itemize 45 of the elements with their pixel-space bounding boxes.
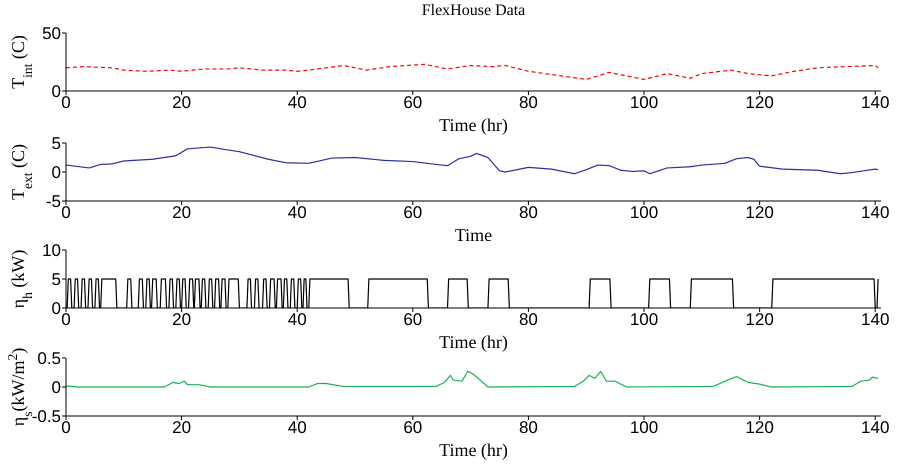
x-tick-label: 20 <box>172 418 192 438</box>
x-tick-label: 140 <box>861 203 890 222</box>
x-tick-label: 140 <box>861 310 890 330</box>
x-axis-title: Time <box>454 225 492 245</box>
x-tick-label: 80 <box>518 93 538 112</box>
y-tick-label: -5 <box>46 192 61 212</box>
x-tick-label: 60 <box>403 93 422 112</box>
y-tick-label: 10 <box>42 241 61 260</box>
x-tick-label: 80 <box>518 310 538 330</box>
y-tick-label: 0 <box>52 163 61 182</box>
x-tick-label: 80 <box>518 418 538 438</box>
x-tick-label: 60 <box>403 310 422 330</box>
x-tick-label: 40 <box>288 93 307 112</box>
x-tick-label: 40 <box>288 418 307 438</box>
x-tick-label: 80 <box>518 203 538 222</box>
x-axis-title: Time (hr) <box>439 115 508 135</box>
x-tick-label: 100 <box>630 310 658 330</box>
y-tick-label: 5 <box>52 270 61 290</box>
chart-title: FlexHouse Data <box>420 2 526 20</box>
x-tick-label: 120 <box>745 203 774 222</box>
x-tick-label: 120 <box>745 93 774 112</box>
x-tick-label: 40 <box>288 310 307 330</box>
y-tick-label: 0 <box>52 378 61 398</box>
x-tick-label: 120 <box>745 418 774 438</box>
x-tick-label: 120 <box>745 310 774 330</box>
y-tick-label: 50 <box>42 24 61 44</box>
x-axis-title: Time (hr) <box>439 332 508 352</box>
line-series <box>66 64 879 80</box>
x-tick-label: 100 <box>630 418 658 438</box>
y-tick-label: 0.5 <box>37 349 61 368</box>
x-tick-label: 60 <box>403 418 422 438</box>
x-tick-label: 100 <box>630 93 658 112</box>
x-tick-label: 20 <box>172 203 192 222</box>
y-tick-label: 5 <box>52 134 61 154</box>
x-tick-label: 100 <box>630 203 658 222</box>
x-tick-label: 20 <box>172 310 192 330</box>
x-tick-label: 140 <box>861 418 890 438</box>
x-axis-title: Time (hr) <box>439 440 508 460</box>
x-tick-label: 20 <box>172 93 192 112</box>
line-series <box>66 146 879 174</box>
x-tick-label: 60 <box>403 203 422 222</box>
y-tick-label: -0.5 <box>32 407 61 426</box>
x-tick-label: 40 <box>288 203 307 222</box>
x-tick-label: 140 <box>861 93 890 112</box>
line-series <box>66 370 879 388</box>
